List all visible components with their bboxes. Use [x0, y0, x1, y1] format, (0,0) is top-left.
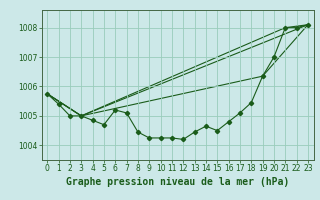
X-axis label: Graphe pression niveau de la mer (hPa): Graphe pression niveau de la mer (hPa): [66, 177, 289, 187]
